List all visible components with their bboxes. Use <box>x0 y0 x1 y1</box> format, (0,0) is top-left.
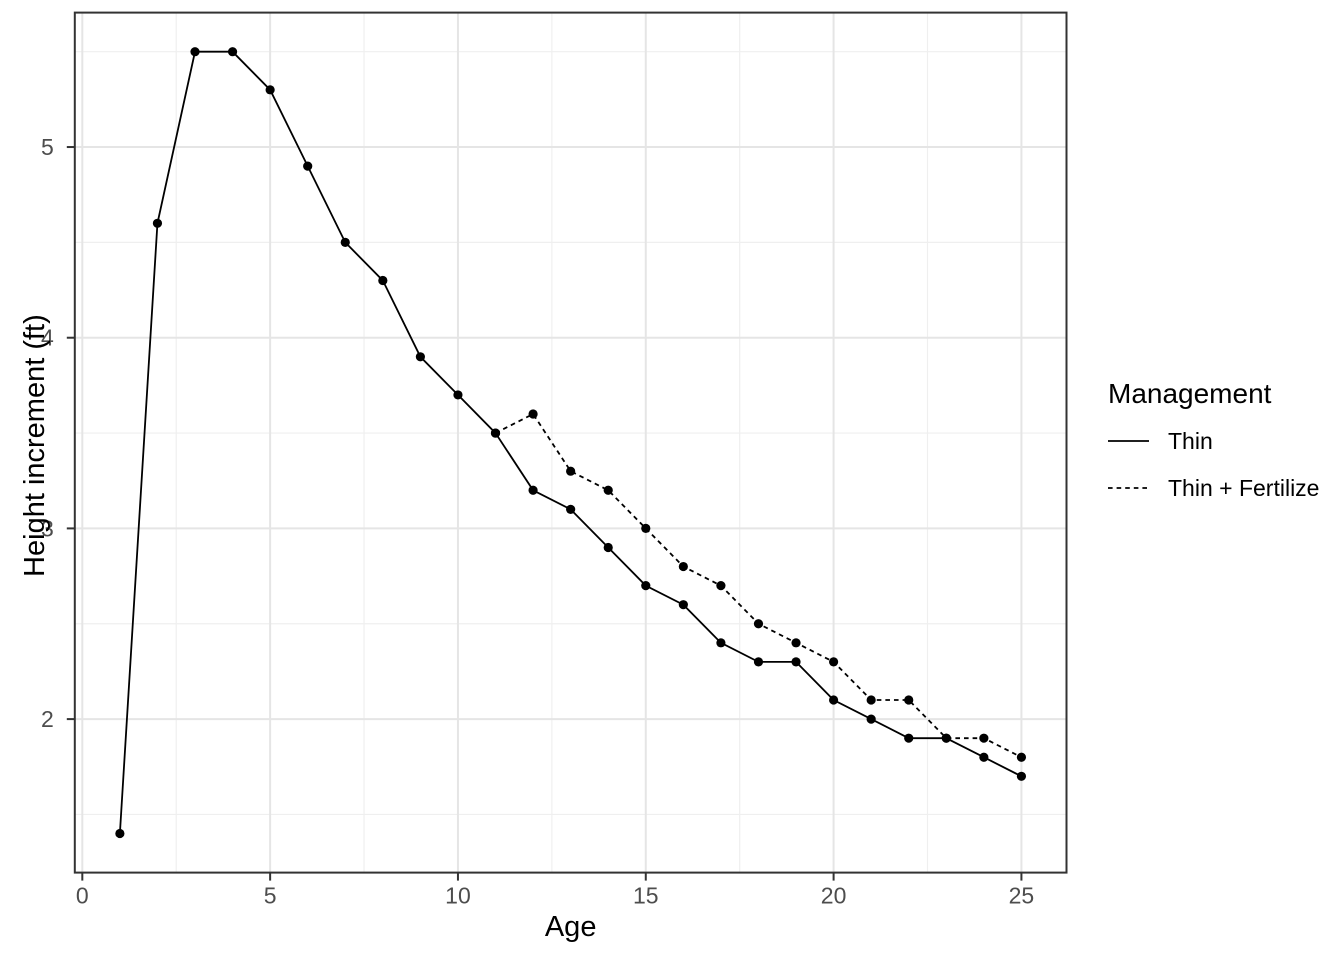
data-point-thin <box>866 714 876 724</box>
x-axis-tick-label: 0 <box>76 883 89 909</box>
data-point-thin <box>979 752 989 762</box>
data-point-thin <box>641 581 651 591</box>
data-point-thin <box>152 218 163 228</box>
data-point-thin <box>528 485 538 495</box>
data-point-thin <box>716 638 726 648</box>
data-point-thin-fertilize <box>791 638 801 648</box>
data-point-thin-fertilize <box>566 466 576 476</box>
data-point-thin-fertilize <box>753 619 764 629</box>
data-point-thin <box>265 85 275 95</box>
data-point-thin-fertilize <box>829 657 839 667</box>
legend-title: Management <box>1108 378 1272 409</box>
data-point-thin <box>115 828 125 839</box>
data-point-thin-fertilize <box>1016 752 1027 762</box>
y-axis-tick-label: 3 <box>41 515 54 541</box>
data-point-thin-fertilize <box>904 695 914 705</box>
data-point-thin <box>453 390 463 400</box>
y-axis-tick-label: 2 <box>41 706 54 732</box>
legend-label-thin: Thin <box>1168 428 1213 454</box>
data-point-thin-fertilize <box>528 409 538 419</box>
data-point-thin-fertilize <box>979 733 989 743</box>
data-point-thin <box>791 657 801 667</box>
data-point-thin-fertilize <box>866 695 876 705</box>
x-axis-tick-label: 5 <box>264 883 277 909</box>
data-point-thin <box>378 275 388 286</box>
data-point-thin <box>1016 771 1027 781</box>
data-point-thin <box>303 161 313 171</box>
data-point-thin <box>340 237 350 247</box>
x-axis-title: Age <box>545 911 597 943</box>
data-point-thin <box>190 47 200 57</box>
data-point-thin-fertilize <box>716 581 726 591</box>
y-axis-tick-label: 4 <box>41 325 54 351</box>
data-point-thin <box>603 542 613 553</box>
data-point-thin <box>904 733 914 743</box>
data-point-thin-fertilize <box>603 485 613 495</box>
data-point-thin <box>227 47 238 57</box>
data-point-thin <box>753 657 764 667</box>
data-point-thin-fertilize <box>941 733 951 743</box>
data-point-thin <box>566 504 576 514</box>
plot-panel <box>74 12 1067 873</box>
data-point-thin <box>415 352 425 362</box>
data-point-thin-fertilize <box>490 428 501 438</box>
data-point-thin <box>829 695 839 705</box>
data-point-thin <box>678 600 688 610</box>
data-point-thin-fertilize <box>678 561 688 572</box>
legend-label-thin-fertilize: Thin + Fertilize <box>1168 475 1319 501</box>
data-point-thin-fertilize <box>641 523 651 534</box>
x-axis-tick-label: 20 <box>821 883 847 909</box>
y-axis-tick-label: 5 <box>41 134 54 160</box>
y-axis-title: Height increment (ft) <box>19 314 51 577</box>
x-axis-tick-label: 25 <box>1009 883 1035 909</box>
x-axis-tick-label: 10 <box>445 883 471 909</box>
panel-border <box>73 11 1068 874</box>
x-axis-tick-label: 15 <box>633 883 659 909</box>
